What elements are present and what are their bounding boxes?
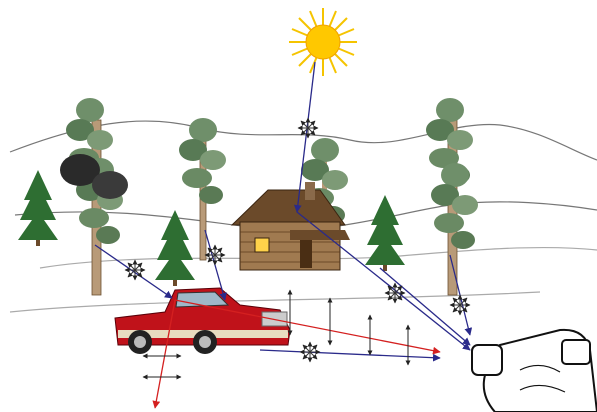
camera <box>472 330 597 412</box>
scene <box>0 0 597 412</box>
truck <box>115 288 290 354</box>
sun <box>289 8 357 76</box>
